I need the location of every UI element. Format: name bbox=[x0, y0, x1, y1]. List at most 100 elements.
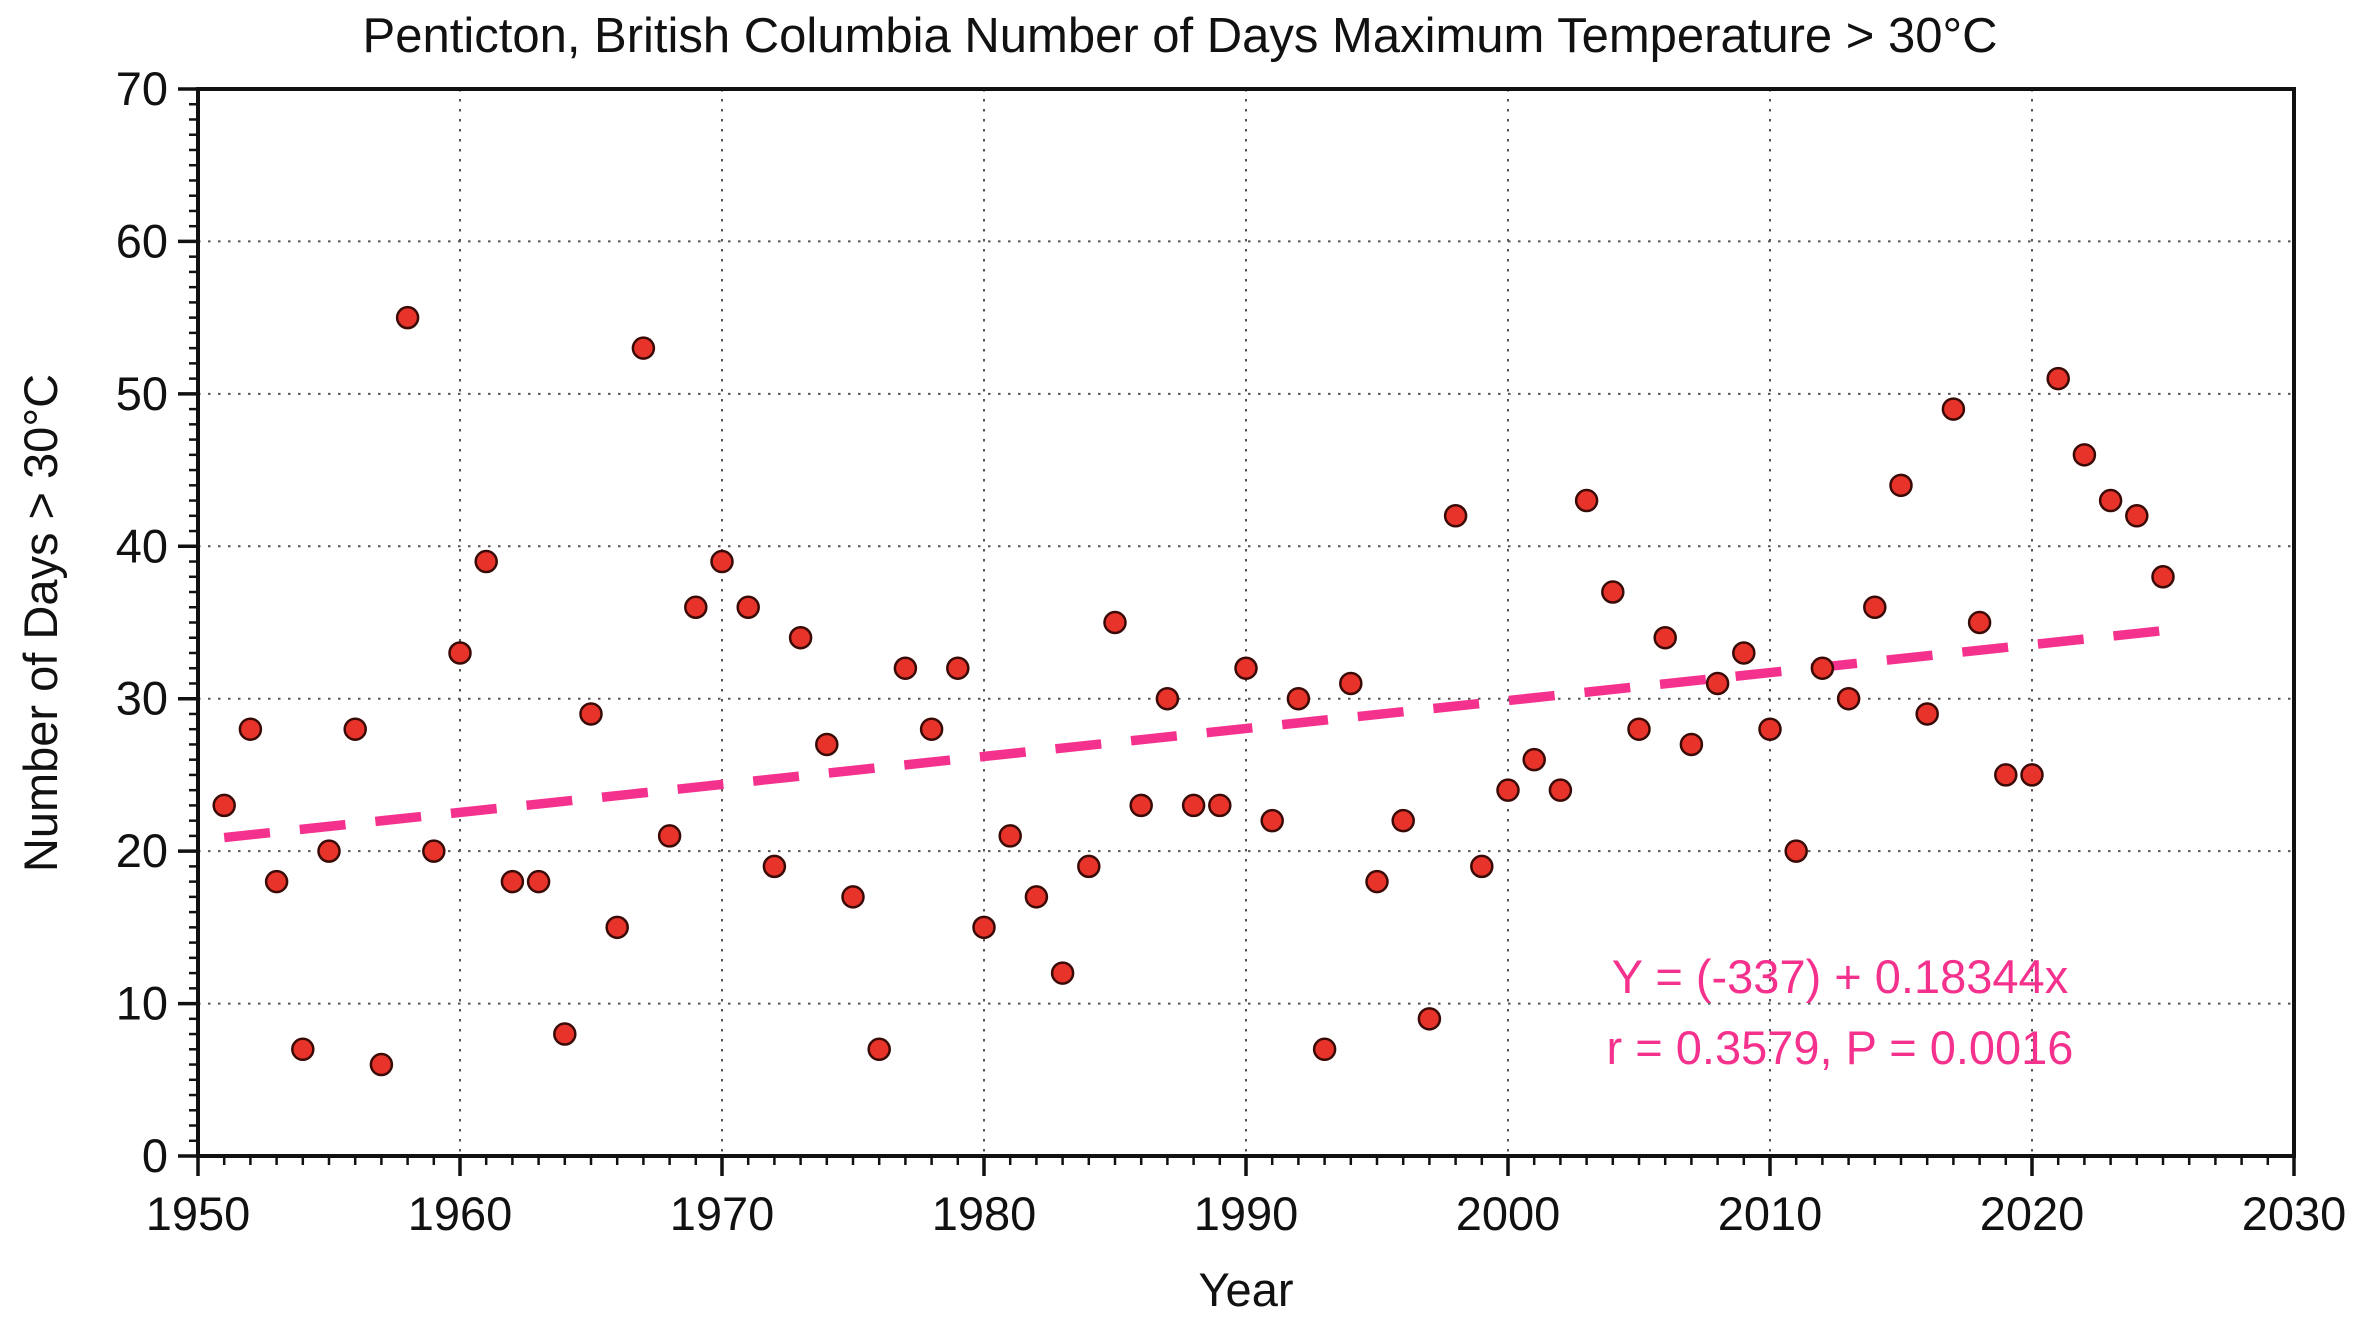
data-point bbox=[2098, 488, 2123, 513]
data-point bbox=[605, 915, 629, 940]
data-point bbox=[841, 885, 865, 909]
data-point bbox=[1312, 1037, 1337, 1062]
data-point bbox=[788, 625, 813, 650]
data-point bbox=[1758, 717, 1782, 741]
x-tick-label: 1980 bbox=[932, 1187, 1037, 1240]
y-axis-label: Number of Days > 30°C bbox=[14, 373, 67, 873]
data-point bbox=[1732, 641, 1756, 665]
data-point bbox=[919, 717, 944, 741]
data-point bbox=[422, 839, 446, 863]
data-point bbox=[291, 1037, 315, 1062]
data-point bbox=[1077, 854, 1101, 879]
x-tick-label: 2000 bbox=[1456, 1187, 1561, 1240]
data-point bbox=[1863, 595, 1887, 620]
data-point bbox=[1339, 671, 1363, 696]
data-point bbox=[1967, 610, 1992, 635]
data-point bbox=[1994, 763, 2018, 787]
trend-equation-annotation: Y = (-337) + 0.18344x r = 0.3579, P = 0.… bbox=[1530, 942, 2150, 1083]
data-point bbox=[474, 549, 498, 574]
data-point bbox=[631, 336, 656, 360]
data-point bbox=[1548, 778, 1573, 802]
data-point bbox=[2151, 565, 2175, 589]
data-point bbox=[1496, 778, 1520, 802]
data-point bbox=[317, 839, 341, 863]
data-point bbox=[2046, 366, 2070, 391]
data-point bbox=[1234, 656, 1258, 680]
data-point bbox=[1208, 793, 1232, 818]
x-tick-label: 1960 bbox=[408, 1187, 513, 1240]
x-axis-label: Year bbox=[1198, 1263, 1294, 1316]
data-point bbox=[1810, 656, 1835, 680]
data-point bbox=[1679, 732, 1704, 757]
data-point bbox=[657, 824, 682, 848]
y-tick-label: 30 bbox=[116, 672, 168, 725]
data-point bbox=[1129, 793, 1153, 818]
data-point bbox=[1784, 839, 1808, 863]
y-tick-label: 70 bbox=[116, 62, 168, 115]
trend-line bbox=[223, 625, 2164, 843]
x-tick-label: 2020 bbox=[1980, 1187, 2085, 1240]
data-point bbox=[264, 869, 289, 894]
data-point bbox=[369, 1052, 394, 1077]
data-point bbox=[1836, 686, 1861, 711]
data-point bbox=[343, 717, 367, 741]
data-point bbox=[553, 1022, 577, 1046]
data-point bbox=[2072, 443, 2097, 467]
data-point bbox=[1181, 793, 1206, 818]
data-point bbox=[526, 869, 551, 894]
data-point bbox=[1417, 1007, 1442, 1031]
data-point bbox=[972, 915, 996, 940]
data-point bbox=[998, 824, 1022, 848]
data-point bbox=[238, 717, 263, 741]
data-point bbox=[579, 702, 603, 726]
data-point bbox=[2125, 504, 2149, 528]
data-point bbox=[1391, 808, 1415, 833]
data-point bbox=[212, 793, 236, 818]
data-point bbox=[893, 656, 918, 680]
y-tick-label: 50 bbox=[116, 367, 168, 420]
data-point bbox=[1286, 686, 1311, 711]
data-point bbox=[1050, 961, 1075, 985]
data-point bbox=[1103, 610, 1127, 635]
data-point bbox=[1522, 747, 1546, 772]
data-point bbox=[1653, 625, 1677, 650]
data-point bbox=[762, 854, 787, 879]
data-point bbox=[684, 595, 708, 620]
x-tick-label: 1970 bbox=[670, 1187, 775, 1240]
trend-stats-line: r = 0.3579, P = 0.0016 bbox=[1606, 1020, 2074, 1074]
data-point bbox=[2020, 763, 2044, 787]
data-point bbox=[1574, 488, 1599, 513]
data-point bbox=[1260, 808, 1284, 833]
data-point bbox=[736, 595, 760, 620]
data-point bbox=[946, 656, 970, 680]
data-point bbox=[1443, 504, 1468, 528]
y-tick-label: 0 bbox=[142, 1129, 168, 1182]
y-tick-label: 10 bbox=[116, 977, 168, 1030]
data-point bbox=[1155, 686, 1180, 711]
data-point bbox=[1024, 885, 1049, 909]
data-point bbox=[1470, 854, 1494, 879]
data-point bbox=[1601, 580, 1625, 604]
x-tick-label: 1950 bbox=[146, 1187, 251, 1240]
data-point bbox=[395, 305, 420, 330]
chart-title: Penticton, British Columbia Number of Da… bbox=[362, 9, 1998, 63]
data-point bbox=[867, 1037, 891, 1062]
x-tick-label: 2030 bbox=[2242, 1187, 2347, 1240]
data-point bbox=[1889, 473, 1913, 498]
y-tick-label: 40 bbox=[116, 519, 168, 572]
data-point bbox=[1627, 717, 1651, 741]
data-point bbox=[1915, 702, 1939, 726]
data-point bbox=[710, 549, 734, 574]
x-tick-label: 2010 bbox=[1718, 1187, 1823, 1240]
trend-equation-line: Y = (-337) + 0.18344x bbox=[1611, 950, 2069, 1003]
data-point bbox=[448, 641, 472, 665]
x-tick-label: 1990 bbox=[1194, 1187, 1299, 1240]
y-tick-label: 60 bbox=[116, 214, 168, 267]
data-point bbox=[815, 732, 839, 757]
data-point bbox=[500, 869, 525, 894]
data-point bbox=[1705, 671, 1730, 696]
y-tick-label: 20 bbox=[116, 824, 168, 877]
data-point bbox=[1365, 869, 1389, 894]
